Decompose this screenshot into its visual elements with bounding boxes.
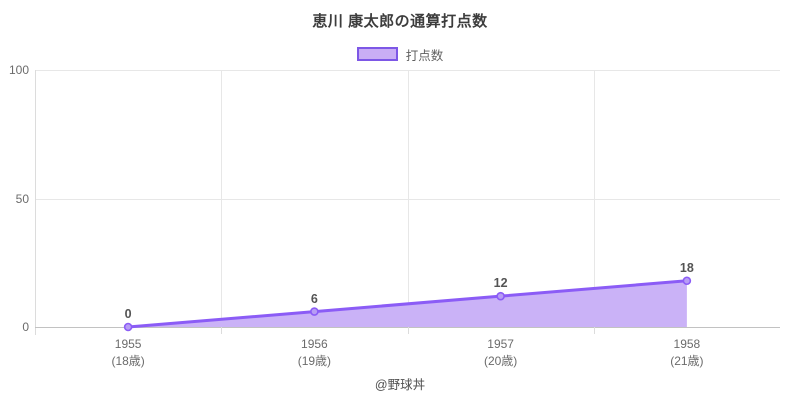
attribution-text: @野球丼: [374, 378, 426, 392]
series-line: [126, 279, 689, 329]
x-axis-tick: [593, 327, 595, 334]
x-year-label: 1958: [673, 337, 701, 351]
x-age-label: (19歳): [297, 354, 332, 368]
data-point-marker[interactable]: [310, 307, 319, 316]
y-axis-line: [35, 70, 36, 335]
point-value-label: 0: [124, 307, 132, 321]
gridline-vertical: [407, 70, 409, 327]
x-age-label: (21歳): [670, 354, 704, 368]
x-age-label: (20歳): [483, 354, 518, 368]
plot-area: [35, 70, 780, 335]
legend-swatch-icon: [356, 47, 398, 61]
point-value-label: 18: [679, 260, 694, 275]
area-fill: [128, 280, 687, 327]
x-category-label: 1958 (21歳): [642, 336, 732, 370]
x-axis-tick: [407, 327, 409, 334]
point-value-label: 6: [310, 291, 318, 306]
x-year-label: 1955: [114, 337, 142, 351]
x-year-label: 1957: [487, 337, 514, 351]
data-point-marker[interactable]: [123, 322, 133, 332]
point-value-label: 12: [493, 276, 508, 291]
x-category-label: 1957 (20歳): [456, 336, 546, 370]
gridline-vertical: [221, 70, 223, 327]
x-axis-tick: [221, 327, 223, 334]
x-category-label: 1955 (18歳): [83, 336, 173, 370]
x-year-label: 1956: [301, 337, 328, 351]
legend[interactable]: 打点数: [0, 45, 800, 63]
y-tick-label: 0: [22, 320, 29, 334]
chart-title: 恵川 康太郎の通算打点数: [312, 13, 488, 30]
y-tick-label: 100: [8, 63, 29, 77]
gridline-vertical: [593, 70, 595, 327]
x-age-label: (18歳): [111, 354, 145, 368]
y-tick-label: 50: [15, 191, 29, 206]
data-point-markers[interactable]: [123, 276, 692, 332]
area-line-series[interactable]: [35, 70, 780, 332]
data-point-marker[interactable]: [496, 291, 505, 301]
x-category-label: 1956 (19歳): [269, 336, 359, 370]
legend-label: 打点数: [405, 48, 444, 63]
data-point-marker[interactable]: [682, 276, 692, 286]
